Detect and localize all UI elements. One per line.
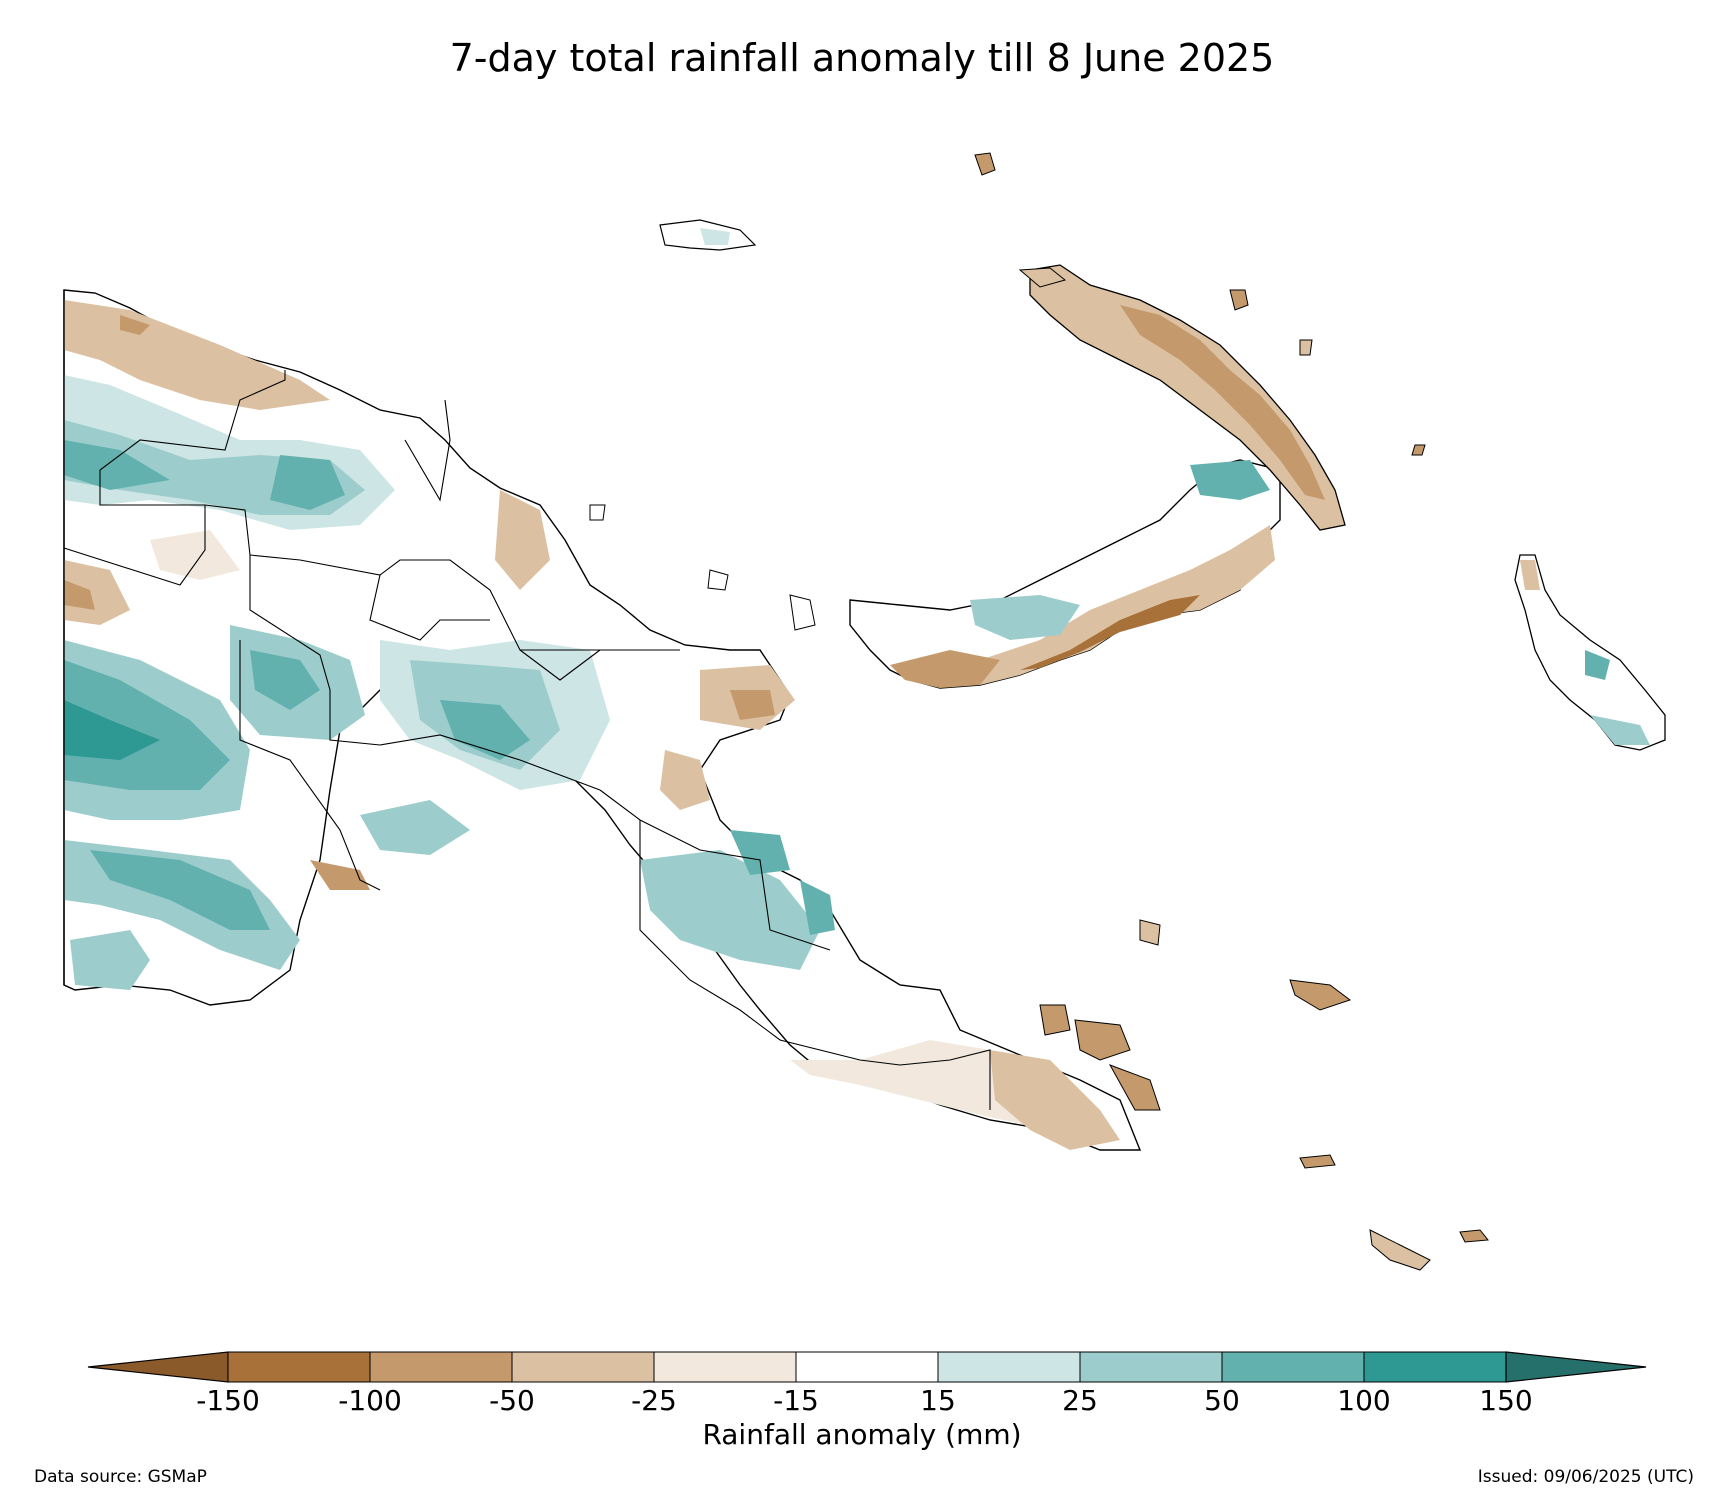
- karkar-island: [789, 594, 816, 631]
- colorbar-bin-1: [227, 1351, 371, 1383]
- colorbar-tick: -50: [489, 1384, 535, 1417]
- misima-island: [1299, 1154, 1336, 1169]
- anomaly-dry-madang-ridge: [495, 490, 550, 590]
- colorbar-tick: -25: [631, 1384, 677, 1417]
- anomaly-wet-south-west-core: [90, 850, 270, 930]
- normanby-island: [1108, 1064, 1161, 1111]
- lihir-island: [1229, 289, 1249, 311]
- anomaly-wet-gulf: [360, 800, 470, 855]
- rossel-island: [1459, 1229, 1489, 1243]
- new-ireland: [1029, 264, 1346, 531]
- colorbar-tick: -100: [338, 1384, 402, 1417]
- colorbar-bin-7: [1079, 1351, 1223, 1383]
- fergusson-island: [1074, 1019, 1131, 1061]
- colorbar-ticks: -150 -100 -50 -25 -15 15 25 50 100 150: [0, 1384, 1724, 1424]
- issued-date-note: Issued: 09/06/2025 (UTC): [1477, 1467, 1694, 1487]
- colorbar-tick: -150: [196, 1384, 260, 1417]
- anomaly-wet-south-corner: [70, 930, 150, 990]
- anomaly-wet-manus: [700, 228, 730, 245]
- colorbar-bin-4: [653, 1351, 797, 1383]
- colorbar-extend-high: [1505, 1351, 1647, 1383]
- feni-island: [1411, 444, 1426, 456]
- anomaly-wet-huon: [730, 830, 790, 875]
- anomaly-wet-bougainville: [1585, 650, 1610, 680]
- data-source-note: Data source: GSMaP: [34, 1467, 207, 1487]
- colorbar-tick: 15: [920, 1384, 956, 1417]
- anomaly-dry-milne-bay: [990, 1050, 1120, 1150]
- anomaly-wet-new-britain-north: [970, 595, 1080, 640]
- colorbar-extend-low: [87, 1351, 229, 1383]
- anomaly-wet-sepik-4: [270, 455, 345, 510]
- colorbar-label: Rainfall anomaly (mm): [702, 1418, 1022, 1451]
- colorbar-tick: 150: [1479, 1384, 1533, 1417]
- anomaly-dry-new-ireland-core: [1120, 305, 1325, 500]
- anomaly-dry-west-mid-core: [64, 580, 95, 610]
- colorbar-bin-3: [511, 1351, 655, 1383]
- anomaly-dry-west-mid: [64, 560, 130, 625]
- anomaly-wet-central-3: [440, 700, 530, 760]
- colorbar-bin-5: [795, 1351, 939, 1383]
- anomaly-dry-gulf-pocket: [310, 860, 370, 890]
- mussau-island: [974, 152, 996, 176]
- colorbar-tick: 100: [1337, 1384, 1391, 1417]
- province-boundaries: [63, 370, 991, 1110]
- colorbar-tick: 25: [1062, 1384, 1098, 1417]
- anomaly-dry-north-core: [120, 315, 150, 335]
- tagula-island: [1369, 1229, 1431, 1271]
- anomaly-dry-new-britain-south: [980, 525, 1275, 685]
- anomaly-wet-morobe-core: [800, 880, 835, 935]
- long-island: [707, 569, 729, 591]
- anomaly-wet-gazelle: [1190, 460, 1270, 500]
- colorbar-bin-2: [369, 1351, 513, 1383]
- anomaly-wet-highlands-west-core: [250, 650, 320, 710]
- anomaly-wet-sepik-3: [64, 440, 170, 490]
- anomaly-dry-west-new-britain: [890, 650, 1000, 688]
- map-title: 7-day total rainfall anomaly till 8 June…: [449, 36, 1275, 80]
- anomaly-dry-buka: [1520, 560, 1540, 590]
- wuvulu-island: [589, 504, 606, 521]
- anomaly-dry-ramu: [660, 750, 710, 810]
- woodlark-island: [1289, 979, 1352, 1011]
- colorbar-bin-8: [1221, 1351, 1365, 1383]
- anomaly-wet-morobe: [640, 850, 820, 970]
- tabar-island: [1299, 339, 1313, 356]
- goodenough-island: [1039, 1004, 1071, 1036]
- anomaly-dry-madang-coast-core: [730, 690, 775, 720]
- colorbar-bin-6: [937, 1351, 1081, 1383]
- colorbar: [87, 1351, 1647, 1383]
- colorbar-tick: 50: [1204, 1384, 1240, 1417]
- colorbar-bin-9: [1363, 1351, 1507, 1383]
- colorbar-tick: -15: [773, 1384, 819, 1417]
- anomaly-dry-north-ridge: [150, 530, 240, 580]
- anomaly-wet-bougainville-south: [1590, 715, 1650, 745]
- anomaly-dry-new-britain-core: [1020, 595, 1200, 670]
- anomaly-wet-fly-max: [64, 700, 160, 760]
- trobriand-island: [1139, 919, 1161, 946]
- new-hanover: [1018, 267, 1067, 288]
